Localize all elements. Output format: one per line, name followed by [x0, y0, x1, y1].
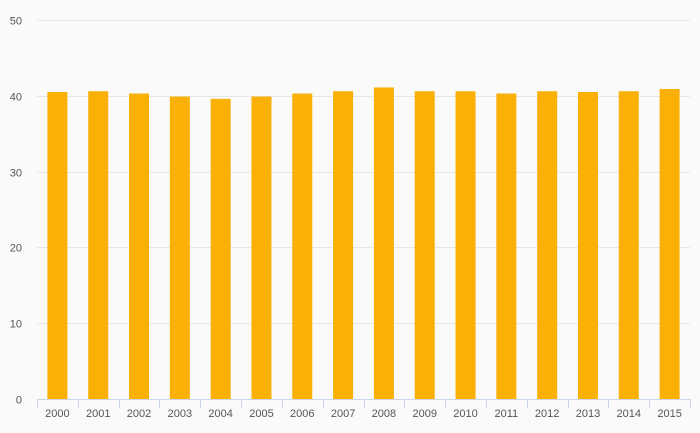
bar-2008: [373, 87, 394, 399]
bar-2006: [292, 93, 313, 399]
x-tick-label: 2000: [45, 408, 69, 420]
x-tick-label: 2005: [249, 408, 273, 420]
x-tick-label: 2011: [495, 408, 519, 420]
y-tick-label: 20: [10, 243, 22, 255]
y-tick-label: 0: [16, 395, 22, 407]
bar-2010: [455, 91, 476, 399]
x-tick-label: 2002: [127, 408, 151, 420]
bar-2005: [251, 96, 272, 400]
y-axis-tick-labels: 0 10 20 30 40 50: [10, 16, 22, 407]
x-tick-label: 2014: [617, 408, 641, 420]
bars: [47, 87, 680, 400]
bar-2012: [537, 91, 558, 399]
bar-2014: [618, 91, 639, 399]
x-axis-tick-labels: 2000 2001 2002 2003 2004 2005 2006 2007 2008 2009…: [45, 408, 682, 420]
x-tick-label: 2013: [576, 408, 600, 420]
x-tick-label: 2009: [412, 408, 436, 420]
bar-2003: [169, 96, 190, 400]
x-tick-label: 2007: [331, 408, 355, 420]
x-tick-label: 2006: [290, 408, 314, 420]
bar-2013: [577, 92, 598, 399]
bar-2004: [210, 98, 231, 399]
bar-2015: [659, 88, 680, 399]
bar-2001: [88, 91, 109, 399]
y-tick-label: 50: [10, 16, 22, 28]
bar-2011: [496, 93, 517, 399]
y-tick-label: 30: [10, 168, 22, 180]
bar-2009: [414, 91, 435, 399]
y-tick-label: 10: [10, 319, 22, 331]
y-tick-label: 40: [10, 92, 22, 104]
x-tick-label: 2003: [168, 408, 192, 420]
x-tick-label: 2015: [657, 408, 681, 420]
bar-2007: [333, 91, 354, 399]
x-tick-label: 2008: [372, 408, 396, 420]
x-tick-label: 2001: [86, 408, 110, 420]
x-tick-label: 2012: [535, 408, 559, 420]
bar-2002: [129, 93, 150, 399]
x-axis: [37, 399, 691, 408]
x-tick-label: 2004: [208, 408, 232, 420]
bar-2000: [47, 92, 68, 399]
x-tick-label: 2010: [453, 408, 477, 420]
